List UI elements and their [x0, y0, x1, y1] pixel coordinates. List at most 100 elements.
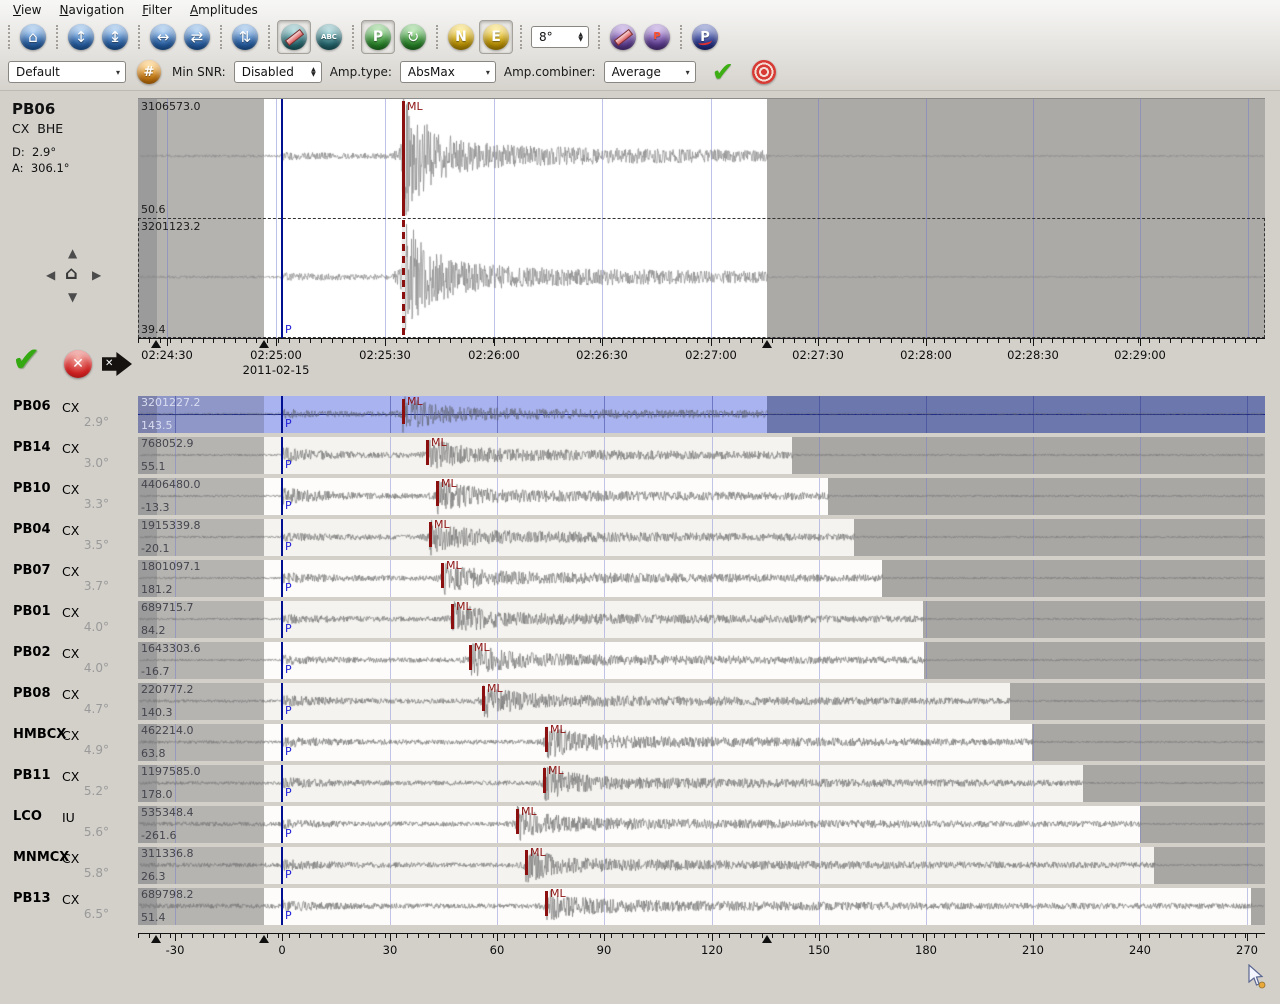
p-pick-marker[interactable] [281, 642, 283, 679]
spin-arrows-icon[interactable]: ▲▼ [303, 67, 316, 77]
reset-view-button[interactable]: ↻ [397, 21, 429, 53]
ml-amplitude-marker[interactable] [525, 850, 528, 875]
trace-row[interactable]: MNMCXCX5.8°PML311336.826.3 [0, 847, 1265, 884]
p-pick-marker[interactable] [281, 724, 283, 761]
profile-combobox[interactable]: Default ▾ [8, 61, 126, 83]
rotation-spinbox[interactable]: 8°▲▼ [531, 26, 589, 48]
waveform-picker-button[interactable]: P [689, 21, 721, 53]
skip-station-button[interactable]: ✕ [102, 352, 132, 376]
ml-amplitude-marker[interactable] [429, 522, 432, 547]
reject-amplitude-button[interactable]: ✕ [64, 350, 92, 378]
component-n-button[interactable]: N [445, 21, 477, 53]
nav-left-icon[interactable]: ◀ [46, 268, 55, 282]
trace-row[interactable]: PB10CX3.3°PML4406480.0-13.3 [0, 478, 1265, 515]
component-e-button[interactable]: E [479, 20, 513, 54]
ml-amplitude-marker[interactable] [469, 645, 472, 670]
trace-row-waveform[interactable]: PML3201227.2143.5 [138, 396, 1265, 433]
amp-type-combobox[interactable]: AbsMax ▾ [400, 61, 496, 83]
trace-row-waveform[interactable]: PML1197585.0178.0 [138, 765, 1265, 802]
trace-row-waveform[interactable]: PML768052.955.1 [138, 437, 1265, 474]
recompute-magnitudes-button[interactable] [752, 60, 776, 84]
ml-amplitude-marker[interactable] [451, 604, 454, 629]
trace-row[interactable]: PB07CX3.7°PML1801097.1181.2 [0, 560, 1265, 597]
ml-amplitude-marker[interactable] [436, 481, 439, 506]
p-pick-marker[interactable] [281, 601, 283, 638]
ml-amplitude-marker[interactable] [441, 563, 444, 588]
trace-row[interactable]: PB14CX3.0°PML768052.955.1 [0, 437, 1265, 474]
trace-row-waveform[interactable]: PML1801097.1181.2 [138, 560, 1265, 597]
p-pick-marker[interactable] [281, 847, 283, 884]
ml-amplitude-marker[interactable] [402, 399, 405, 424]
time-marker-icon[interactable] [151, 340, 161, 348]
p-pick-marker[interactable] [281, 560, 283, 597]
zoom-trace-panel[interactable]: PML3106573.050.63201123.239.4 [138, 98, 1265, 339]
trace-row[interactable]: LCOIU5.6°PML535348.4-261.6 [0, 806, 1265, 843]
trace-row-waveform[interactable]: PML462214.063.8 [138, 724, 1265, 761]
p-pick-marker[interactable] [281, 519, 283, 556]
trace-row-waveform[interactable]: PML535348.4-261.6 [138, 806, 1265, 843]
trace-row[interactable]: PB11CX5.2°PML1197585.0178.0 [0, 765, 1265, 802]
trace-row-waveform[interactable]: PML220777.2140.3 [138, 683, 1265, 720]
snr-filter-button[interactable]: # [135, 58, 163, 86]
p-pick-marker[interactable] [281, 99, 283, 339]
min-snr-spinbox[interactable]: Disabled ▲▼ [234, 61, 322, 83]
pick-amplitude-button[interactable]: P [641, 21, 673, 53]
menu-navigation[interactable]: Navigation [50, 1, 133, 19]
minor-tick [858, 339, 859, 343]
p-pick-marker[interactable] [281, 888, 283, 925]
nav-up-icon[interactable]: ▲ [68, 246, 77, 260]
trace-row-waveform[interactable]: PML311336.826.3 [138, 847, 1265, 884]
nav-home-icon[interactable]: ⌂ [65, 263, 78, 284]
pick-phase-button[interactable]: P [361, 20, 395, 54]
amp-combiner-combobox[interactable]: Average ▾ [604, 61, 696, 83]
p-pick-marker[interactable] [281, 765, 283, 802]
p-pick-marker[interactable] [281, 478, 283, 515]
menu-amplitudes[interactable]: Amplitudes [181, 1, 267, 19]
ml-amplitude-marker[interactable] [426, 440, 429, 465]
toggle-labels-button[interactable]: ABC [313, 21, 345, 53]
trace-row[interactable]: PB08CX4.7°PML220777.2140.3 [0, 683, 1265, 720]
measure-amplitude-button[interactable] [607, 21, 639, 53]
ml-amplitude-marker[interactable] [402, 220, 405, 335]
nav-right-icon[interactable]: ▶ [92, 268, 101, 282]
trace-row-waveform[interactable]: PML1643303.6-16.7 [138, 642, 1265, 679]
ml-amplitude-marker[interactable] [516, 809, 519, 834]
trace-row-waveform[interactable]: PML689798.251.4 [138, 888, 1265, 925]
trace-row[interactable]: PB06CX2.9°PML3201227.2143.5 [0, 396, 1265, 433]
expand-horizontal-button[interactable]: ↔ [147, 21, 179, 53]
expand-vertical-button[interactable]: ↕ [65, 21, 97, 53]
p-pick-marker[interactable] [281, 806, 283, 843]
fit-horizontal-button[interactable]: ⇄ [181, 21, 213, 53]
trace-row[interactable]: PB01CX4.0°PML689715.784.2 [0, 601, 1265, 638]
trace-row-waveform[interactable]: PML4406480.0-13.3 [138, 478, 1265, 515]
ml-amplitude-marker[interactable] [545, 727, 548, 752]
ml-amplitude-marker[interactable] [482, 686, 485, 711]
spin-arrows-icon[interactable]: ▲▼ [570, 32, 583, 42]
p-pick-marker[interactable] [281, 437, 283, 474]
home-button[interactable]: ⌂ [17, 21, 49, 53]
ml-amplitude-marker[interactable] [545, 891, 548, 916]
p-pick-marker[interactable] [281, 396, 283, 433]
menu-view[interactable]: View [4, 1, 50, 19]
time-marker-icon[interactable] [762, 340, 772, 348]
fit-vertical-button[interactable]: ↨ [99, 21, 131, 53]
trace-row-waveform[interactable]: PML1915339.8-20.1 [138, 519, 1265, 556]
trace-row[interactable]: PB04CX3.5°PML1915339.8-20.1 [0, 519, 1265, 556]
time-marker-icon[interactable] [151, 935, 161, 943]
apply-amplitudes-button[interactable]: ✔ [712, 57, 735, 88]
toggle-ruler-button[interactable] [277, 20, 311, 54]
accept-amplitude-button[interactable]: ✔ [12, 340, 41, 380]
trace-row[interactable]: PB13CX6.5°PML689798.251.4 [0, 888, 1265, 925]
nav-down-icon[interactable]: ▼ [68, 290, 77, 304]
trace-row[interactable]: HMBCXCX4.9°PML462214.063.8 [0, 724, 1265, 761]
ml-amplitude-marker[interactable] [543, 768, 546, 793]
time-marker-icon[interactable] [259, 935, 269, 943]
time-marker-icon[interactable] [762, 935, 772, 943]
normalize-amplitude-button[interactable]: ⇅ [229, 21, 261, 53]
ml-amplitude-marker[interactable] [402, 101, 405, 216]
trace-row[interactable]: PB02CX4.0°PML1643303.6-16.7 [0, 642, 1265, 679]
trace-row-waveform[interactable]: PML689715.784.2 [138, 601, 1265, 638]
time-marker-icon[interactable] [259, 340, 269, 348]
p-pick-marker[interactable] [281, 683, 283, 720]
menu-filter[interactable]: Filter [133, 1, 181, 19]
